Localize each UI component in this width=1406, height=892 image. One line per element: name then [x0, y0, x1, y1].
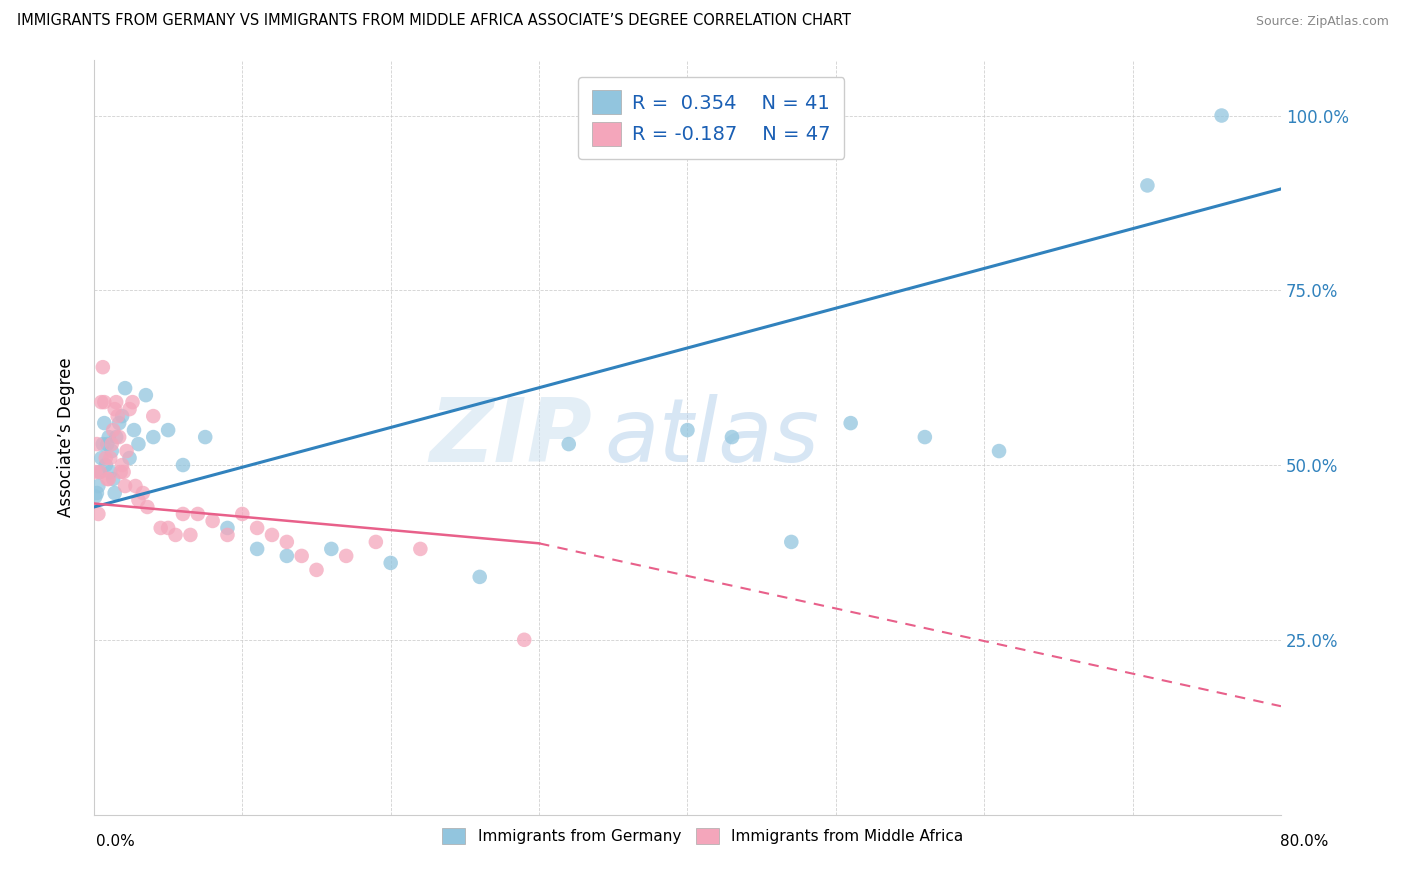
Point: [96, 472, 118, 486]
Point: [321, 541, 343, 556]
Point: [305, 563, 328, 577]
Point: [104, 486, 127, 500]
Point: [91, 437, 114, 451]
Point: [468, 570, 491, 584]
Point: [231, 507, 253, 521]
Point: [118, 402, 141, 417]
Point: [108, 416, 131, 430]
Point: [276, 535, 298, 549]
Point: [97, 430, 120, 444]
Text: Source: ZipAtlas.com: Source: ZipAtlas.com: [1256, 15, 1389, 28]
Point: [112, 465, 135, 479]
Point: [1136, 178, 1159, 193]
Point: [135, 388, 157, 402]
Point: [111, 409, 134, 423]
Point: [1211, 109, 1233, 123]
Point: [118, 451, 141, 466]
Point: [115, 444, 138, 458]
Point: [127, 437, 149, 451]
Point: [96, 437, 118, 451]
Point: [217, 521, 239, 535]
Point: [98, 451, 121, 466]
Point: [97, 472, 120, 486]
Point: [124, 479, 146, 493]
Point: [157, 423, 180, 437]
Point: [246, 521, 269, 535]
Point: [103, 472, 125, 486]
Legend: Immigrants from Germany, Immigrants from Middle Africa: Immigrants from Germany, Immigrants from…: [436, 822, 970, 850]
Text: 80.0%: 80.0%: [1281, 834, 1329, 848]
Point: [721, 430, 744, 444]
Text: 0.0%: 0.0%: [96, 834, 135, 848]
Point: [142, 409, 165, 423]
Point: [110, 465, 132, 479]
Point: [84, 465, 107, 479]
Point: [127, 493, 149, 508]
Point: [136, 500, 159, 514]
Point: [179, 528, 201, 542]
Point: [172, 507, 194, 521]
Point: [157, 521, 180, 535]
Point: [114, 381, 136, 395]
Point: [246, 541, 269, 556]
Point: [111, 458, 134, 472]
Point: [839, 416, 862, 430]
Point: [291, 549, 314, 563]
Point: [194, 430, 217, 444]
Point: [260, 528, 283, 542]
Point: [86, 437, 108, 451]
Point: [121, 395, 143, 409]
Point: [84, 490, 107, 504]
Point: [380, 556, 402, 570]
Point: [142, 430, 165, 444]
Point: [149, 521, 172, 535]
Text: atlas: atlas: [605, 394, 820, 480]
Point: [335, 549, 357, 563]
Point: [201, 514, 224, 528]
Point: [165, 528, 187, 542]
Point: [558, 437, 581, 451]
Point: [217, 528, 239, 542]
Point: [105, 395, 128, 409]
Point: [98, 465, 121, 479]
Point: [122, 423, 145, 437]
Text: IMMIGRANTS FROM GERMANY VS IMMIGRANTS FROM MIDDLE AFRICA ASSOCIATE’S DEGREE CORR: IMMIGRANTS FROM GERMANY VS IMMIGRANTS FR…: [17, 13, 851, 28]
Text: ZIP: ZIP: [430, 393, 592, 481]
Point: [364, 535, 387, 549]
Point: [513, 632, 536, 647]
Point: [90, 395, 112, 409]
Point: [94, 458, 117, 472]
Point: [409, 541, 432, 556]
Point: [87, 479, 110, 493]
Point: [107, 409, 129, 423]
Legend: R =  0.354    N = 41, R = -0.187    N = 47: R = 0.354 N = 41, R = -0.187 N = 47: [578, 77, 845, 160]
Point: [104, 402, 127, 417]
Point: [132, 486, 155, 500]
Point: [276, 549, 298, 563]
Point: [914, 430, 936, 444]
Point: [780, 535, 803, 549]
Point: [988, 444, 1011, 458]
Point: [86, 486, 108, 500]
Point: [93, 395, 115, 409]
Point: [89, 465, 111, 479]
Point: [100, 437, 122, 451]
Point: [94, 451, 117, 466]
Point: [91, 360, 114, 375]
Point: [676, 423, 699, 437]
Point: [93, 416, 115, 430]
Point: [89, 465, 111, 479]
Point: [187, 507, 209, 521]
Point: [90, 451, 112, 466]
Point: [87, 507, 110, 521]
Point: [103, 423, 125, 437]
Y-axis label: Associate’s Degree: Associate’s Degree: [58, 358, 75, 516]
Point: [100, 444, 122, 458]
Point: [108, 430, 131, 444]
Point: [105, 430, 128, 444]
Point: [172, 458, 194, 472]
Point: [114, 479, 136, 493]
